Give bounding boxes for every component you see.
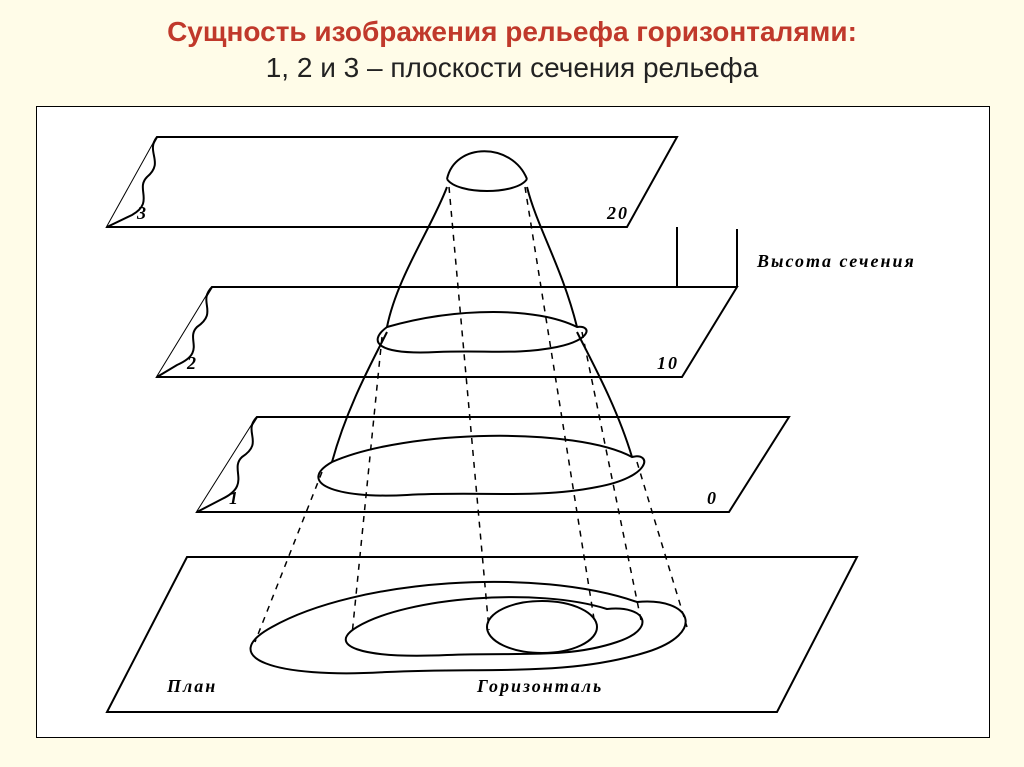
plan-contour-outer xyxy=(251,582,686,673)
section-plane-3: 3 20 xyxy=(107,137,677,227)
plane-2-id: 2 xyxy=(186,353,198,373)
horizontal-label: Горизонталь xyxy=(476,676,603,696)
contour-on-plane-3 xyxy=(447,179,527,191)
height-label: Высота сечения xyxy=(756,251,916,271)
plan-label: План xyxy=(166,676,217,696)
projection-lines xyxy=(255,187,687,642)
title-block: Сущность изображения рельефа горизонталя… xyxy=(0,0,1024,87)
plane-3-id: 3 xyxy=(136,203,148,223)
plan-contour-inner xyxy=(487,601,597,653)
figure-frame: 3 20 Высота сечения 2 10 xyxy=(36,106,990,738)
plane-2-elev: 10 xyxy=(657,353,679,373)
title-line-2: 1, 2 и 3 – плоскости сечения рельефа xyxy=(0,50,1024,86)
plan-plane: План Горизонталь xyxy=(107,557,857,712)
hill-peak xyxy=(447,151,527,179)
contour-on-plane-1 xyxy=(318,436,644,496)
plane-1-elev: 0 xyxy=(707,488,718,508)
title-line-1: Сущность изображения рельефа горизонталя… xyxy=(0,14,1024,50)
hill-side-left-lower xyxy=(332,332,387,462)
section-plane-2: 2 10 xyxy=(157,187,737,377)
height-indicator: Высота сечения xyxy=(677,227,916,287)
section-plane-1: 1 0 xyxy=(197,332,789,512)
hill-side-right-upper xyxy=(527,187,577,327)
diagram-svg: 3 20 Высота сечения 2 10 xyxy=(37,107,989,737)
hill-side-left-upper xyxy=(387,187,447,327)
plane-3-elev: 20 xyxy=(606,203,629,223)
plane-1-id: 1 xyxy=(229,488,240,508)
contour-on-plane-2 xyxy=(378,312,587,352)
